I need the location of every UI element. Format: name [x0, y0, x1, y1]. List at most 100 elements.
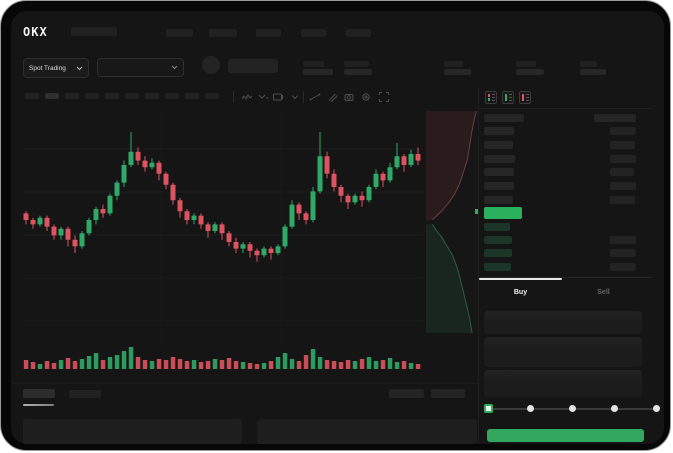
- candlestick: [261, 248, 267, 256]
- interval-button-placeholder[interactable]: [85, 93, 99, 99]
- candlestick: [135, 151, 141, 161]
- interval-button-placeholder[interactable]: [65, 93, 79, 99]
- candlestick: [408, 154, 414, 165]
- nav-item-placeholder[interactable]: [301, 29, 326, 37]
- order-book-ask-row[interactable]: [479, 182, 652, 192]
- nav-item-placeholder[interactable]: [256, 29, 281, 37]
- depth-asks-line: [432, 111, 477, 221]
- stat-label-placeholder: [344, 61, 369, 67]
- trade-tabs-divider: [479, 277, 652, 278]
- interval-button-placeholder[interactable]: [125, 93, 139, 99]
- market-type-dropdown[interactable]: Spot Trading: [23, 58, 89, 78]
- ask-price-placeholder: [484, 154, 515, 163]
- ask-amount-placeholder: [610, 154, 636, 163]
- pair-select-dropdown[interactable]: [97, 58, 184, 77]
- chevron-dot-icon[interactable]: [257, 91, 269, 103]
- ask-price-placeholder: [484, 127, 514, 135]
- order-book-bid-row[interactable]: [479, 223, 652, 233]
- candlestick: [121, 165, 127, 183]
- camera-icon[interactable]: [343, 91, 355, 103]
- order-book-ask-row[interactable]: [479, 140, 652, 151]
- draw-tool-icon[interactable]: [326, 91, 338, 103]
- slider-stop[interactable]: [652, 405, 660, 412]
- candlestick: [142, 160, 148, 168]
- candlestick: [387, 167, 393, 181]
- stat-value-placeholder: [444, 69, 471, 75]
- candlestick: [352, 195, 358, 203]
- ask-amount-placeholder: [610, 168, 634, 177]
- tab-buy[interactable]: Buy: [513, 289, 528, 296]
- tab-sell[interactable]: Sell: [597, 289, 610, 296]
- order-book-bid-row[interactable]: [479, 249, 652, 259]
- interval-button-placeholder[interactable]: [145, 93, 159, 99]
- order-book-ask-row[interactable]: [479, 168, 652, 178]
- candlestick: [170, 184, 176, 201]
- okx-logo: OKX: [23, 25, 48, 39]
- order-book-ask-row[interactable]: [479, 196, 652, 206]
- candlestick: [373, 173, 379, 187]
- order-book-bid-row[interactable]: [479, 236, 652, 246]
- candlestick: [107, 195, 113, 214]
- candlestick: [401, 156, 407, 165]
- interval-button-placeholder[interactable]: [205, 93, 219, 99]
- line-tool-icon[interactable]: [309, 91, 321, 103]
- nav-item-placeholder[interactable]: [166, 29, 193, 37]
- book-header-price-placeholder: [484, 114, 524, 122]
- ask-amount-placeholder: [610, 182, 636, 191]
- chevron-down-icon[interactable]: [289, 91, 301, 103]
- bid-price-placeholder: [484, 223, 510, 231]
- ask-price-placeholder: [484, 140, 513, 149]
- candle-wave-icon[interactable]: [241, 91, 253, 103]
- order-book-ask-row[interactable]: [479, 127, 652, 137]
- interval-button-placeholder[interactable]: [45, 93, 59, 99]
- candlestick: [86, 220, 92, 234]
- indicator-box-icon[interactable]: [272, 91, 284, 103]
- order-total-field[interactable]: [484, 370, 642, 397]
- interval-button-placeholder[interactable]: [25, 93, 39, 99]
- order-price-field[interactable]: [484, 311, 642, 334]
- bottom-tab-active-placeholder[interactable]: [23, 389, 55, 398]
- ask-amount-placeholder: [610, 196, 635, 204]
- candlestick: [415, 154, 421, 161]
- candlestick: [247, 244, 253, 251]
- depth-asks-area: [426, 111, 477, 221]
- slider-stop[interactable]: [568, 405, 576, 412]
- candlestick: [212, 224, 218, 231]
- book-view-split-icon[interactable]: [485, 91, 497, 104]
- candlestick: [51, 226, 57, 236]
- slider-stop[interactable]: [526, 405, 534, 412]
- book-view-bids-icon[interactable]: [502, 91, 514, 104]
- book-view-asks-icon[interactable]: [519, 91, 531, 104]
- candlestick: [331, 173, 337, 187]
- toolbar-divider: [233, 91, 234, 103]
- ask-amount-placeholder: [610, 127, 636, 135]
- candlestick: [359, 195, 365, 201]
- buy-button[interactable]: [487, 429, 644, 442]
- bottom-tab-placeholder[interactable]: [69, 390, 101, 398]
- candlestick: [366, 187, 372, 201]
- interval-button-placeholder[interactable]: [105, 93, 119, 99]
- candlestick: [163, 173, 169, 185]
- depth-chart[interactable]: [426, 111, 479, 333]
- slider-stop[interactable]: [610, 405, 618, 412]
- order-book-bid-row[interactable]: [479, 262, 652, 273]
- order-amount-field[interactable]: [484, 337, 642, 367]
- expand-icon[interactable]: [378, 91, 390, 103]
- candlestick: [79, 233, 85, 247]
- candlestick: [30, 220, 36, 225]
- stat-label-placeholder: [444, 61, 463, 67]
- bottom-action-placeholder[interactable]: [389, 389, 424, 398]
- candlestick-chart[interactable]: [23, 113, 423, 375]
- interval-button-placeholder[interactable]: [185, 93, 199, 99]
- chevron-down-icon: [171, 65, 178, 70]
- nav-item-placeholder[interactable]: [346, 29, 371, 37]
- nav-item-placeholder[interactable]: [209, 29, 237, 37]
- interval-button-placeholder[interactable]: [165, 93, 179, 99]
- bottom-action-placeholder[interactable]: [431, 389, 465, 398]
- order-book-ask-row[interactable]: [479, 154, 652, 165]
- candlestick: [394, 156, 400, 168]
- slider-handle-active[interactable]: [484, 404, 493, 413]
- candlestick: [296, 204, 302, 214]
- settings-gear-icon[interactable]: [360, 91, 372, 103]
